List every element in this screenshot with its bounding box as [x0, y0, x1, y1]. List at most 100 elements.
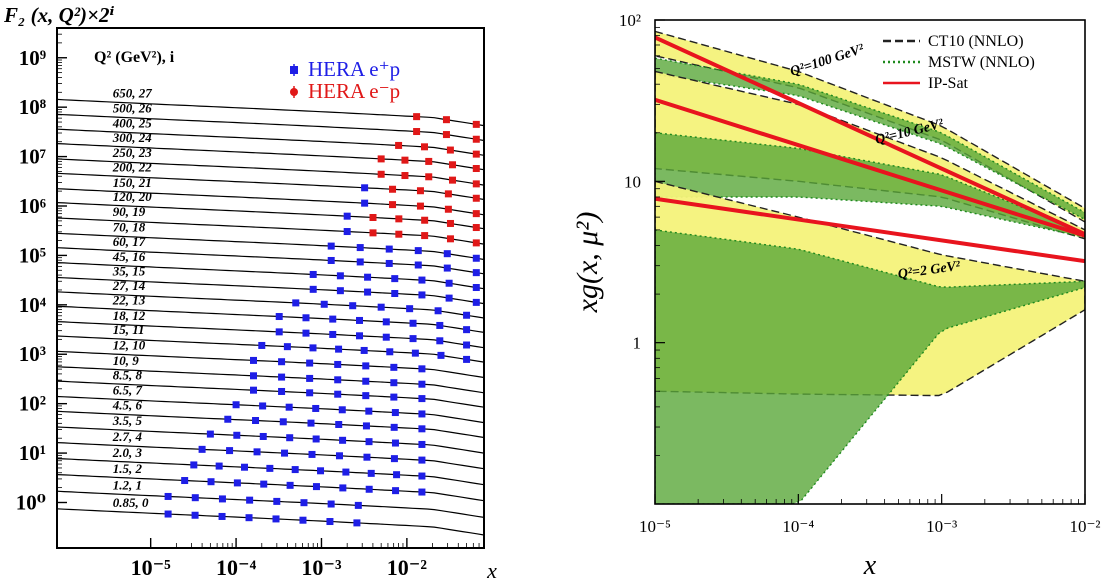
data-point [389, 201, 397, 209]
data-point [365, 407, 373, 415]
data-point [226, 447, 234, 455]
data-point [272, 515, 280, 523]
data-point [472, 194, 480, 202]
data-point [369, 213, 377, 221]
bin-label: 8.5, 8 [113, 367, 143, 382]
left-panel: F₂ (x, Q²)×2ⁱ 0.85, 01.2, 11.5, 22.0, 32… [3, 3, 497, 583]
y-tick-label: 10⁷ [19, 145, 46, 169]
bin-label: 650, 27 [113, 86, 153, 101]
data-point [279, 418, 287, 426]
model-curve [57, 232, 484, 261]
data-point [416, 202, 424, 210]
data-point [252, 417, 260, 425]
data-point [446, 146, 454, 154]
data-point [342, 468, 350, 476]
x-tick-label: 10⁻² [1069, 517, 1100, 536]
data-point [233, 479, 241, 487]
model-curve [57, 172, 484, 201]
data-point [334, 360, 342, 368]
model-curve [57, 474, 484, 502]
y-tick-label: 10⁴ [19, 293, 47, 317]
bin-label: 2.7, 4 [112, 429, 143, 444]
data-point [386, 348, 394, 356]
data-point [327, 242, 335, 250]
right-axes: 10⁻⁵ 10⁻⁴ 10⁻³ 10⁻² 1 10 10² [619, 11, 1101, 536]
bin-label: 35, 15 [112, 264, 146, 279]
bin-label: 1.2, 1 [113, 477, 142, 492]
data-point [395, 141, 403, 149]
model-curve [57, 508, 484, 536]
data-point [259, 432, 267, 440]
data-point [472, 180, 480, 188]
y-tick-label: 10⁰ [16, 490, 46, 514]
data-point [445, 294, 453, 302]
y-tick-label: 10⁶ [19, 194, 46, 218]
data-point [362, 377, 370, 385]
data-point [414, 261, 422, 269]
data-point [218, 495, 226, 503]
data-point [343, 212, 351, 220]
bin-label: 4.5, 6 [112, 398, 143, 413]
data-point [273, 497, 281, 505]
x-tick-label: 10⁻⁵ [639, 517, 671, 536]
y-tick-label: 10 [624, 172, 641, 191]
model-curve [57, 128, 484, 156]
data-point [382, 318, 390, 326]
data-point [343, 228, 351, 236]
data-point [353, 519, 361, 527]
data-point [312, 435, 320, 443]
data-point [445, 279, 453, 287]
data-point [418, 488, 426, 496]
data-point [420, 143, 428, 151]
data-point [436, 321, 444, 329]
data-point [250, 356, 258, 364]
model-curve [57, 490, 484, 518]
data-point [362, 392, 370, 400]
data-point [418, 365, 426, 373]
data-point [444, 205, 452, 213]
data-point [336, 287, 344, 295]
data-point [390, 393, 398, 401]
data-point [181, 477, 189, 485]
legend-label: HERA e⁺p [308, 57, 400, 81]
bin-label: 500, 26 [113, 101, 153, 116]
y-tick-label: 10⁵ [19, 243, 46, 267]
bin-label: 200, 22 [112, 160, 153, 175]
bin-label: 120, 20 [113, 189, 153, 204]
data-point [307, 419, 315, 427]
bin-label: 15, 11 [113, 322, 145, 337]
left-title: F₂ (x, Q²)×2ⁱ [3, 3, 115, 27]
data-point [232, 401, 240, 409]
data-point [385, 245, 393, 253]
data-point [436, 337, 444, 345]
data-point [392, 487, 400, 495]
model-curve [57, 410, 484, 439]
data-point [356, 244, 364, 252]
model-curve [57, 98, 484, 127]
data-point [218, 512, 226, 520]
bin-label: 0.85, 0 [113, 495, 149, 510]
data-point [364, 273, 372, 281]
bin-label: 250, 23 [112, 145, 153, 160]
model-curve [57, 158, 484, 186]
data-point [283, 343, 291, 351]
data-point [416, 187, 424, 195]
data-point [463, 311, 471, 319]
data-point [339, 436, 347, 444]
data-point [336, 272, 344, 280]
data-point [215, 462, 223, 470]
data-point [390, 379, 398, 387]
data-point [365, 438, 373, 446]
data-point [472, 165, 480, 173]
data-point [385, 259, 393, 267]
model-curve [57, 217, 484, 245]
data-point [306, 359, 314, 367]
model-curve [57, 113, 484, 142]
data-point [164, 492, 172, 500]
data-point [291, 466, 299, 474]
data-point [472, 254, 480, 262]
bin-label: 12, 10 [113, 338, 146, 353]
left-x-axis-label: x [486, 558, 497, 583]
data-point [327, 256, 335, 264]
data-point [472, 269, 480, 277]
